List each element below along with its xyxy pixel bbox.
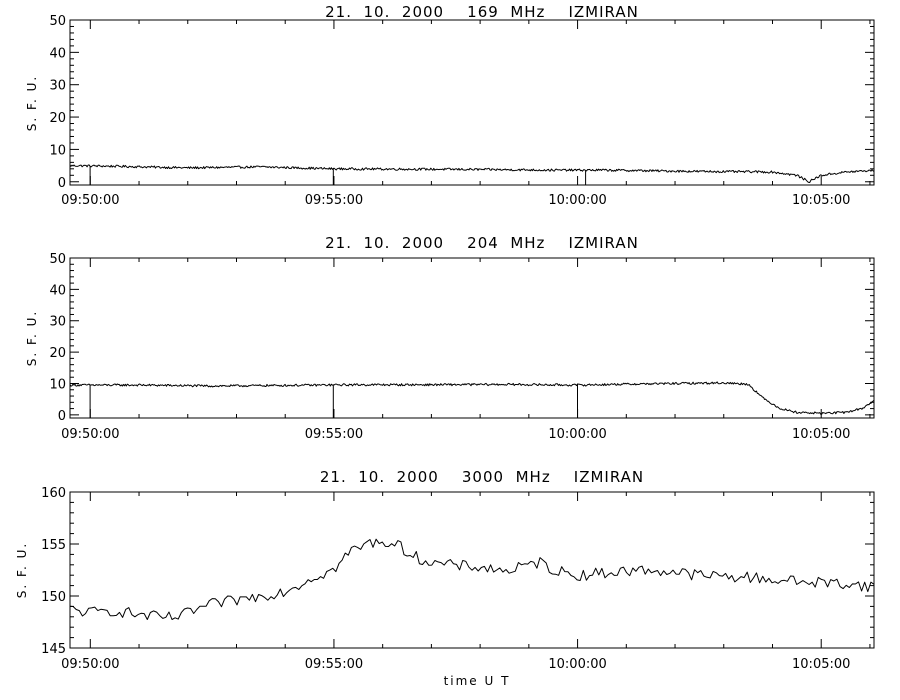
x-tick-label: 09:55:00 <box>305 657 363 672</box>
y-axis-label: S. F. U. <box>15 542 29 598</box>
chart-panel-1: 21. 10. 2000 169 MHz IZMIRAN 0 10 20 30 40 50 0… <box>25 3 875 208</box>
y-tick-label: 10 <box>49 377 66 392</box>
y-tick-label: 10 <box>49 143 66 158</box>
y-tick-label: 20 <box>49 346 66 361</box>
plot-frame <box>69 257 875 419</box>
y-axis-label: S. F. U. <box>25 75 39 131</box>
x-tick-label: 10:05:00 <box>792 657 850 672</box>
y-tick-label: 0 <box>58 176 66 191</box>
chart-title: 21. 10. 2000 204 MHz IZMIRAN <box>325 234 639 252</box>
x-tick-label: 09:55:00 <box>305 427 363 442</box>
y-tick-label: 150 <box>41 590 66 605</box>
chart-panel-3: 21. 10. 2000 3000 MHz IZMIRAN 145 150 155 16… <box>15 468 875 688</box>
x-tick-label: 09:50:00 <box>61 657 119 672</box>
y-tick-label: 145 <box>41 642 66 657</box>
x-tick-label: 10:05:00 <box>792 427 850 442</box>
y-axis-label: S. F. U. <box>25 310 39 366</box>
x-tick-label: 10:05:00 <box>792 193 850 208</box>
y-tick-label: 50 <box>49 252 66 267</box>
chart-title: 21. 10. 2000 169 MHz IZMIRAN <box>325 3 639 21</box>
plot-frame <box>69 19 875 186</box>
series-line-1 <box>69 381 875 419</box>
series-line-1 <box>69 164 875 186</box>
chart-title: 21. 10. 2000 3000 MHz IZMIRAN <box>320 468 644 486</box>
y-tick-label: 155 <box>41 538 66 553</box>
y-tick-label: 0 <box>58 409 66 424</box>
y-tick-label: 50 <box>49 14 66 29</box>
x-tick-label: 10:00:00 <box>548 193 606 208</box>
series-line-1 <box>69 538 875 620</box>
x-tick-label: 09:50:00 <box>61 427 119 442</box>
x-tick-label: 10:00:00 <box>548 427 606 442</box>
x-tick-label: 09:55:00 <box>305 193 363 208</box>
plot-frame <box>69 491 875 649</box>
y-tick-label: 160 <box>41 486 66 501</box>
chart-panel-2: 21. 10. 2000 204 MHz IZMIRAN 0 10 20 30 40 50 0… <box>25 234 875 442</box>
y-tick-label: 30 <box>49 315 66 330</box>
x-axis-label: time U T <box>444 674 511 688</box>
y-tick-label: 30 <box>49 79 66 94</box>
x-tick-label: 09:50:00 <box>61 193 119 208</box>
x-tick-label: 10:00:00 <box>548 657 606 672</box>
y-tick-label: 40 <box>49 46 66 61</box>
y-tick-label: 20 <box>49 111 66 126</box>
y-tick-label: 40 <box>49 283 66 298</box>
